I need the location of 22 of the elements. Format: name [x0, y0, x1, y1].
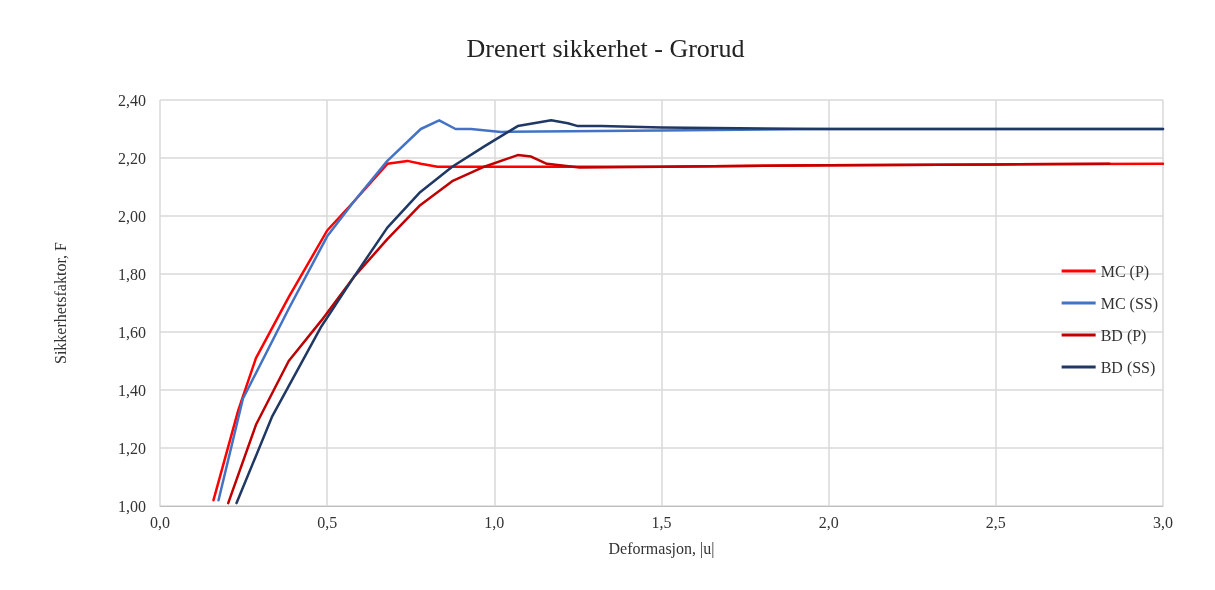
x-tick-label: 1,5	[651, 513, 672, 531]
x-tick-label: 1,0	[484, 513, 505, 531]
x-tick-label: 2,5	[985, 513, 1006, 531]
chart-title: Drenert sikkerhet - Grorud	[466, 33, 745, 63]
x-tick-label: 3,0	[1153, 513, 1173, 531]
legend-label: MC (SS)	[1100, 294, 1159, 313]
legend-label: BD (SS)	[1100, 358, 1156, 377]
y-tick-label: 2,20	[118, 149, 146, 167]
x-tick-label: 0,5	[317, 513, 338, 531]
y-tick-label: 1,40	[118, 381, 146, 399]
y-axis-title: Sikkerhetsfaktor, F	[51, 241, 69, 365]
x-tick-label: 2,0	[818, 513, 839, 531]
x-tick-label: 0,0	[150, 513, 170, 531]
y-tick-label: 1,80	[118, 265, 146, 283]
y-tick-label: 1,20	[118, 439, 146, 457]
legend-label: BD (P)	[1100, 326, 1147, 345]
y-tick-label: 1,00	[118, 497, 146, 515]
y-tick-label: 2,00	[118, 207, 146, 225]
legend-label: MC (P)	[1100, 262, 1150, 281]
x-axis-title: Deformasjon, |u|	[608, 539, 715, 558]
y-tick-label: 1,60	[118, 323, 146, 341]
y-tick-label: 2,40	[118, 91, 146, 109]
